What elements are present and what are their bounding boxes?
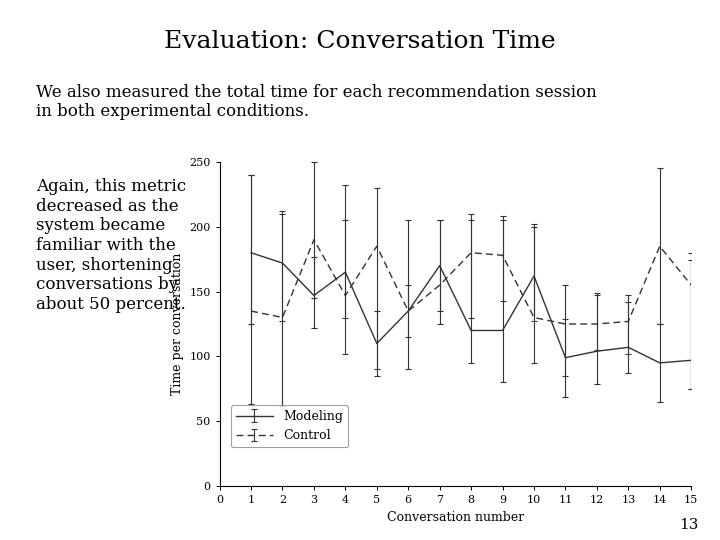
- Text: 13: 13: [679, 518, 698, 532]
- Y-axis label: Time per conversation: Time per conversation: [171, 253, 184, 395]
- Text: Again, this metric
decreased as the
system became
familiar with the
user, shorte: Again, this metric decreased as the syst…: [36, 178, 186, 313]
- X-axis label: Conversation number: Conversation number: [387, 511, 524, 524]
- Text: We also measured the total time for each recommendation session
in both experime: We also measured the total time for each…: [36, 84, 597, 120]
- Legend: Modeling, Control: Modeling, Control: [230, 405, 348, 447]
- Text: Evaluation: Conversation Time: Evaluation: Conversation Time: [164, 30, 556, 53]
